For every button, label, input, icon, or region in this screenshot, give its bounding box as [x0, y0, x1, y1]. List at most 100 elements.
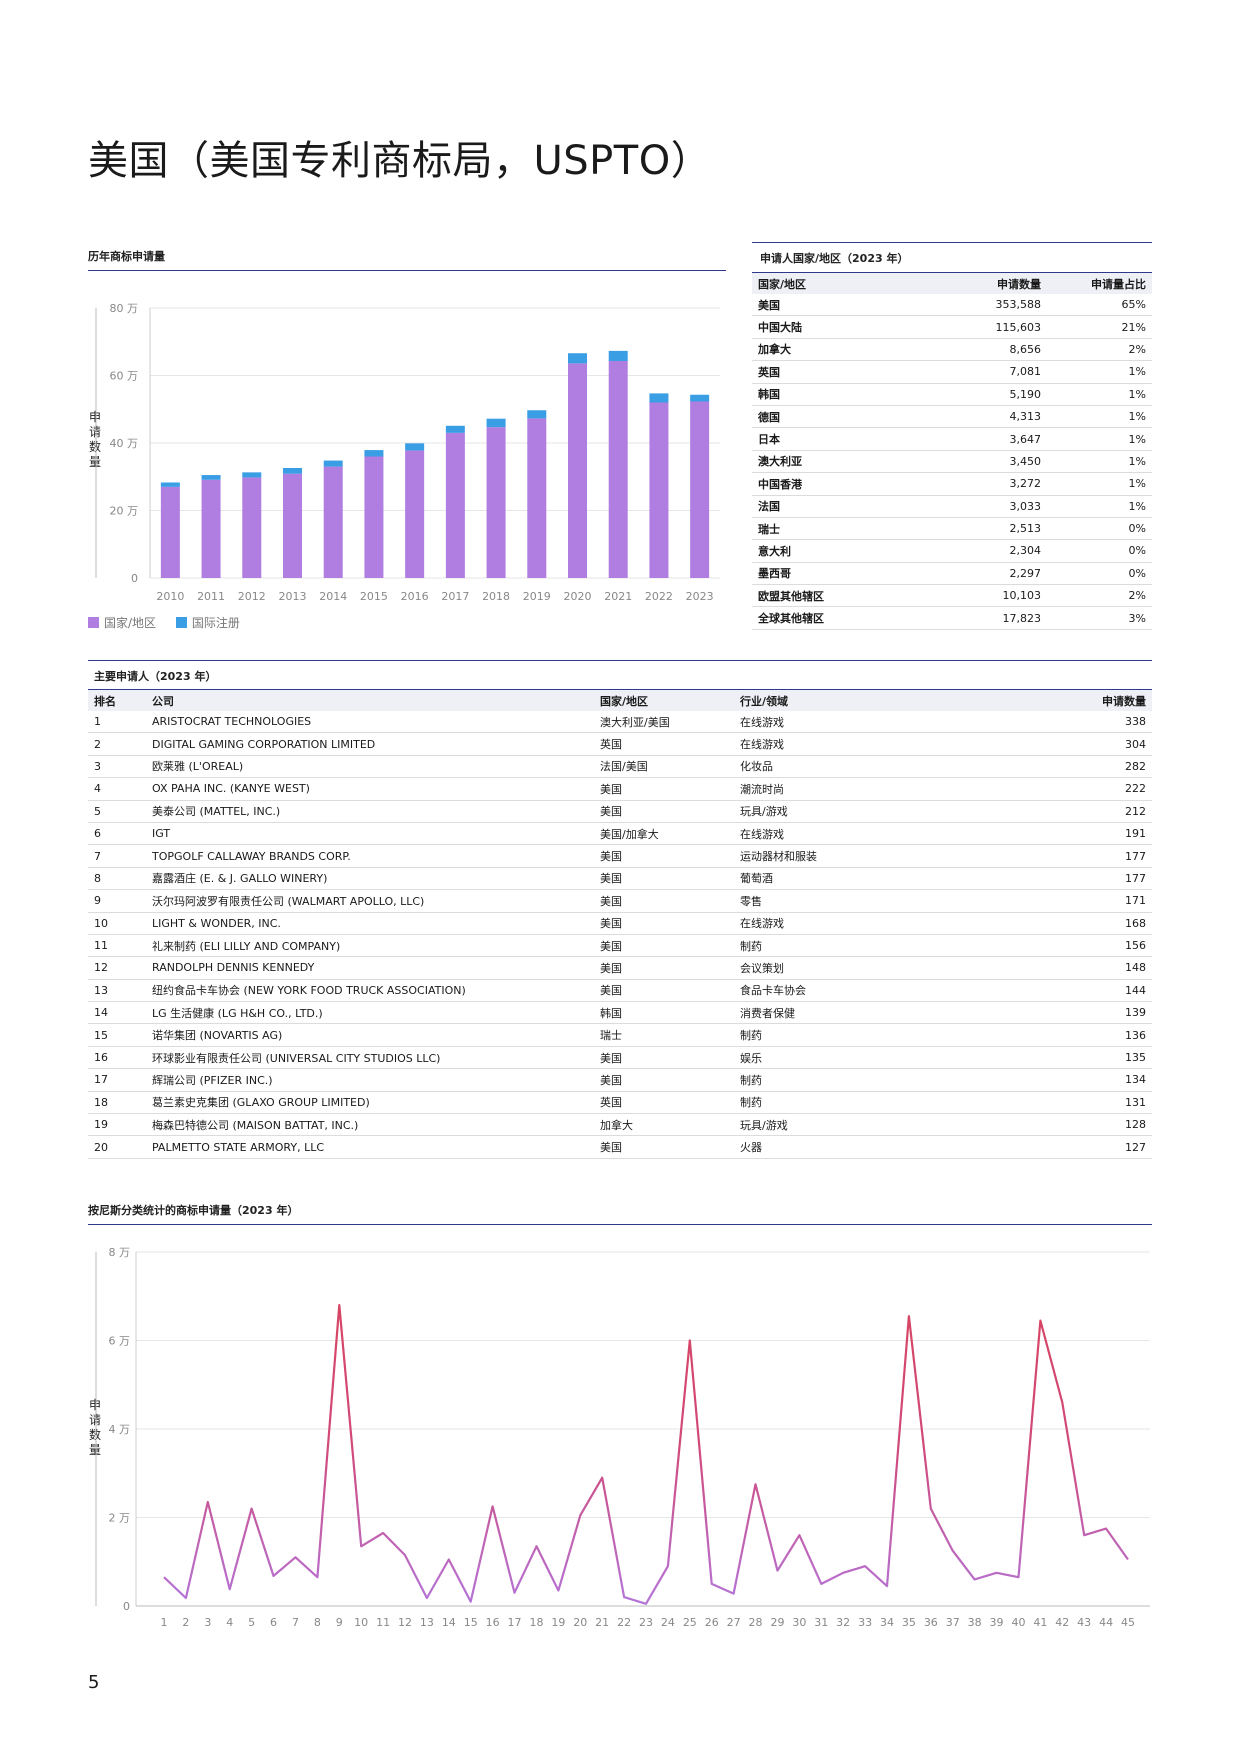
- rank-cell: 17: [88, 1068, 146, 1092]
- rank-cell: 9: [88, 889, 146, 913]
- industry-cell: 在线游戏: [734, 912, 1034, 935]
- bar-international: [690, 394, 710, 402]
- bar-international: [568, 353, 587, 364]
- count-cell: 212: [1034, 800, 1152, 823]
- bar-national: [527, 418, 547, 578]
- ylabel-char: 量: [88, 455, 101, 469]
- rank-cell: 13: [88, 979, 146, 1003]
- bar-international: [283, 467, 302, 474]
- bar-international: [201, 475, 221, 480]
- share-cell: 1%: [1047, 405, 1152, 429]
- applicants-table-row: 16 环球影业有限责任公司 (UNIVERSAL CITY STUDIOS LLC…: [88, 1046, 1152, 1070]
- x-tick-label: 34: [880, 1616, 894, 1629]
- rank-cell: 18: [88, 1091, 146, 1115]
- class-chart-ylabel: 申请数量: [88, 1398, 102, 1458]
- bar-international: [242, 472, 262, 478]
- ylabel-char: 数: [88, 440, 101, 454]
- applicants-table-row: 8 嘉露酒庄 (E. & J. GALLO WINERY) 美国 葡萄酒 177: [88, 867, 1152, 891]
- x-tick-label: 2021: [604, 590, 632, 603]
- country-cell: 瑞士: [752, 517, 922, 541]
- x-tick-label: 11: [376, 1616, 390, 1629]
- applicants-table-row: 3 欧莱雅 (L'OREAL) 法国/美国 化妆品 282: [88, 755, 1152, 779]
- x-tick-label: 24: [661, 1616, 675, 1629]
- industry-cell: 在线游戏: [734, 711, 1034, 734]
- applicants-table: 排名 公司 国家/地区 行业/领域 申请数量 1 ARISTOCRAT TECHN…: [88, 690, 1152, 1159]
- rank-cell: 14: [88, 1001, 146, 1025]
- bar-international: [486, 418, 506, 428]
- x-tick-label: 12: [398, 1616, 412, 1629]
- share-cell: 1%: [1047, 427, 1152, 451]
- bar-national: [486, 427, 506, 578]
- company-cell: DIGITAL GAMING CORPORATION LIMITED: [146, 732, 594, 756]
- x-tick-label: 5: [248, 1616, 255, 1629]
- count-cell: 134: [1034, 1068, 1152, 1092]
- country-cell: 中国香港: [752, 472, 922, 496]
- x-tick-label: 38: [968, 1616, 982, 1629]
- share-cell: 3%: [1047, 606, 1152, 630]
- y-tick-label: 4 万: [109, 1423, 131, 1436]
- x-tick-label: 27: [727, 1616, 741, 1629]
- count-cell: 171: [1034, 889, 1152, 913]
- country-table-row: 韩国 5,190 1%: [752, 383, 1152, 406]
- x-tick-label: 42: [1055, 1616, 1069, 1629]
- applicants-table-row: 13 纽约食品卡车协会 (NEW YORK FOOD TRUCK ASSOCIAT…: [88, 979, 1152, 1003]
- industry-cell: 食品卡车协会: [734, 979, 1034, 1003]
- country-cell: 中国大陆: [752, 315, 922, 339]
- industry-cell: 潮流时尚: [734, 777, 1034, 801]
- x-tick-label: 13: [420, 1616, 434, 1629]
- industry-cell: 会议策划: [734, 956, 1034, 980]
- x-tick-label: 15: [464, 1616, 478, 1629]
- page-title: 美国（美国专利商标局，USPTO）: [88, 138, 712, 184]
- applicants-table-row: 14 LG 生活健康 (LG H&H CO., LTD.) 韩国 消费者保健 139: [88, 1001, 1152, 1025]
- count-cell: 177: [1034, 867, 1152, 891]
- y-tick-label: 20 万: [110, 505, 139, 518]
- legend-item-international: 国际注册: [175, 616, 240, 630]
- applicants-table-row: 6 IGT 美国/加拿大 在线游戏 191: [88, 822, 1152, 846]
- applicants-table-row: 20 PALMETTO STATE ARMORY, LLC 美国 火器 127: [88, 1135, 1152, 1159]
- share-cell: 0%: [1047, 562, 1152, 586]
- x-tick-label: 39: [990, 1616, 1004, 1629]
- count-cell: 2,297: [922, 562, 1047, 586]
- country-cell: 美国: [594, 1068, 734, 1092]
- applicants-table-row: 12 RANDOLPH DENNIS KENNEDY 美国 会议策划 148: [88, 956, 1152, 980]
- legend-item-national: 国家/地区: [88, 616, 156, 630]
- count-cell: 304: [1034, 732, 1152, 756]
- country-cell: 韩国: [594, 1001, 734, 1025]
- share-cell: 1%: [1047, 495, 1152, 518]
- x-tick-label: 33: [858, 1616, 872, 1629]
- industry-cell: 在线游戏: [734, 732, 1034, 756]
- industry-cell: 葡萄酒: [734, 867, 1034, 891]
- company-cell: 葛兰素史克集团 (GLAXO GROUP LIMITED): [146, 1091, 594, 1115]
- country-cell: 英国: [594, 1091, 734, 1115]
- bar-national: [568, 363, 587, 578]
- country-table-row: 澳大利亚 3,450 1%: [752, 450, 1152, 474]
- filings-chart-ylabel: 申请数量: [88, 410, 102, 470]
- rank-cell: 20: [88, 1135, 146, 1159]
- x-tick-label: 21: [595, 1616, 609, 1629]
- x-tick-label: 8: [314, 1616, 321, 1629]
- x-tick-label: 2010: [156, 590, 184, 603]
- company-cell: OX PAHA INC. (KANYE WEST): [146, 777, 594, 801]
- x-tick-label: 31: [814, 1616, 828, 1629]
- country-table: 国家/地区 申请数量 申请量占比 美国 353,588 65% 中国大陆 115,603…: [752, 273, 1152, 630]
- applicants-header-country: 国家/地区: [594, 690, 734, 711]
- share-cell: 0%: [1047, 517, 1152, 541]
- count-cell: 3,272: [922, 472, 1047, 496]
- country-cell: 欧盟其他辖区: [752, 584, 922, 608]
- rank-cell: 4: [88, 777, 146, 801]
- share-cell: 2%: [1047, 584, 1152, 608]
- x-tick-label: 2012: [238, 590, 266, 603]
- country-cell: 美国: [752, 294, 922, 317]
- industry-cell: 制药: [734, 1023, 1034, 1047]
- country-table-row: 中国大陆 115,603 21%: [752, 315, 1152, 339]
- share-cell: 0%: [1047, 539, 1152, 563]
- y-tick-label: 0: [123, 1600, 130, 1613]
- count-cell: 338: [1034, 711, 1152, 734]
- count-cell: 3,647: [922, 427, 1047, 451]
- country-cell: 美国: [594, 979, 734, 1003]
- industry-cell: 在线游戏: [734, 822, 1034, 846]
- country-cell: 意大利: [752, 539, 922, 563]
- bar-national: [364, 456, 384, 578]
- count-cell: 139: [1034, 1001, 1152, 1025]
- bar-international: [364, 450, 384, 457]
